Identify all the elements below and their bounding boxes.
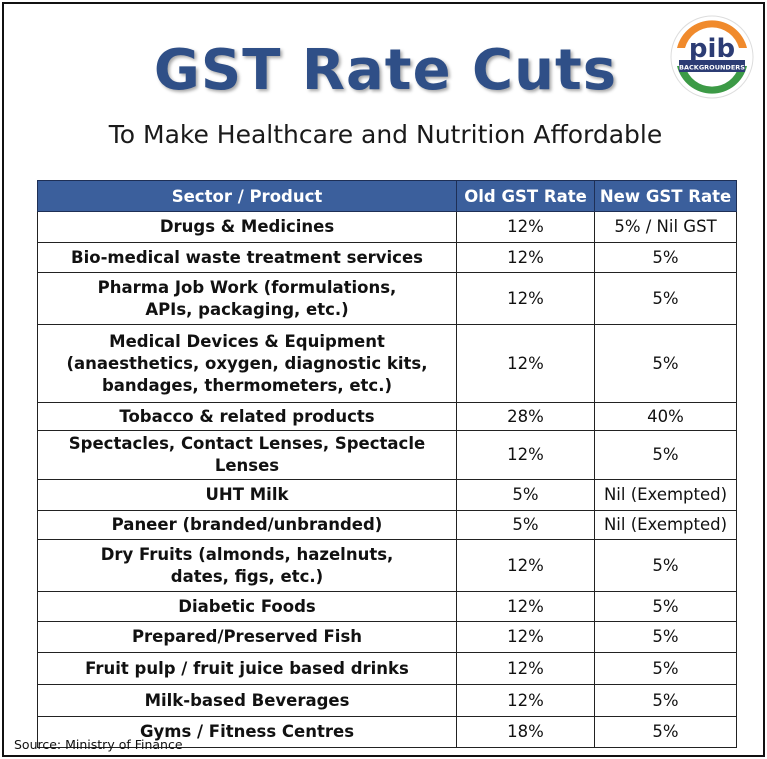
product-cell: Fruit pulp / fruit juice based drinks (37, 652, 457, 685)
logo-text: pib (689, 34, 735, 64)
product-cell: Prepared/Preserved Fish (37, 621, 457, 653)
new-rate-cell: 5% (594, 539, 737, 592)
old-rate-cell: 12% (456, 539, 595, 592)
product-cell: UHT Milk (37, 479, 457, 511)
old-rate-cell: 12% (456, 684, 595, 717)
table-row: UHT Milk 5% Nil (Exempted) (37, 479, 737, 511)
pib-logo-icon: pib BACKGROUNDERS (670, 15, 754, 99)
product-cell: Pharma Job Work (formulations, APIs, pac… (37, 272, 457, 325)
gst-rate-table: Sector / Product Old GST Rate New GST Ra… (37, 180, 737, 748)
old-rate-cell: 28% (456, 402, 595, 431)
old-rate-cell: 12% (456, 242, 595, 273)
new-rate-cell: 5% (594, 242, 737, 273)
column-header-sector: Sector / Product (37, 180, 457, 212)
product-cell: Bio-medical waste treatment services (37, 242, 457, 273)
new-rate-cell: 5% (594, 621, 737, 653)
old-rate-cell: 5% (456, 510, 595, 540)
column-header-new-rate: New GST Rate (594, 180, 737, 212)
column-header-old-rate: Old GST Rate (456, 180, 595, 212)
table-row: Diabetic Foods 12% 5% (37, 591, 737, 622)
new-rate-cell: 5% (594, 716, 737, 748)
new-rate-cell: 40% (594, 402, 737, 431)
source-note: Source: Ministry of Finance (14, 737, 183, 752)
table-row: Spectacles, Contact Lenses, Spectacle Le… (37, 430, 737, 480)
table-row: Medical Devices & Equipment (anaesthetic… (37, 324, 737, 403)
table-row: Gyms / Fitness Centres 18% 5% (37, 716, 737, 748)
table-header-row: Sector / Product Old GST Rate New GST Ra… (37, 180, 737, 212)
old-rate-cell: 12% (456, 430, 595, 480)
new-rate-cell: 5% (594, 652, 737, 685)
old-rate-cell: 12% (456, 591, 595, 622)
old-rate-cell: 12% (456, 324, 595, 403)
table-row: Fruit pulp / fruit juice based drinks 12… (37, 652, 737, 685)
product-cell: Tobacco & related products (37, 402, 457, 431)
new-rate-cell: 5% / Nil GST (594, 211, 737, 243)
page-subtitle: To Make Healthcare and Nutrition Afforda… (108, 120, 663, 149)
old-rate-cell: 18% (456, 716, 595, 748)
product-cell: Paneer (branded/unbranded) (37, 510, 457, 540)
new-rate-cell: 5% (594, 324, 737, 403)
new-rate-cell: 5% (594, 430, 737, 480)
table-row: Drugs & Medicines 12% 5% / Nil GST (37, 211, 737, 243)
table-row: Paneer (branded/unbranded) 5% Nil (Exemp… (37, 510, 737, 540)
table-row: Milk-based Beverages 12% 5% (37, 684, 737, 717)
table-row: Bio-medical waste treatment services 12%… (37, 242, 737, 273)
new-rate-cell: Nil (Exempted) (594, 479, 737, 511)
old-rate-cell: 12% (456, 211, 595, 243)
new-rate-cell: Nil (Exempted) (594, 510, 737, 540)
old-rate-cell: 5% (456, 479, 595, 511)
new-rate-cell: 5% (594, 272, 737, 325)
product-cell: Drugs & Medicines (37, 211, 457, 243)
table-row: Prepared/Preserved Fish 12% 5% (37, 621, 737, 653)
table-row: Dry Fruits (almonds, hazelnuts, dates, f… (37, 539, 737, 592)
product-cell: Medical Devices & Equipment (anaesthetic… (37, 324, 457, 403)
old-rate-cell: 12% (456, 621, 595, 653)
product-cell: Dry Fruits (almonds, hazelnuts, dates, f… (37, 539, 457, 592)
product-cell: Diabetic Foods (37, 591, 457, 622)
table-row: Pharma Job Work (formulations, APIs, pac… (37, 272, 737, 325)
product-cell: Spectacles, Contact Lenses, Spectacle Le… (37, 430, 457, 480)
logo-tagline: BACKGROUNDERS (679, 64, 745, 72)
product-cell: Milk-based Beverages (37, 684, 457, 717)
new-rate-cell: 5% (594, 591, 737, 622)
table-row: Tobacco & related products 28% 40% (37, 402, 737, 431)
new-rate-cell: 5% (594, 684, 737, 717)
old-rate-cell: 12% (456, 652, 595, 685)
page-title: GST Rate Cuts (153, 38, 618, 103)
old-rate-cell: 12% (456, 272, 595, 325)
